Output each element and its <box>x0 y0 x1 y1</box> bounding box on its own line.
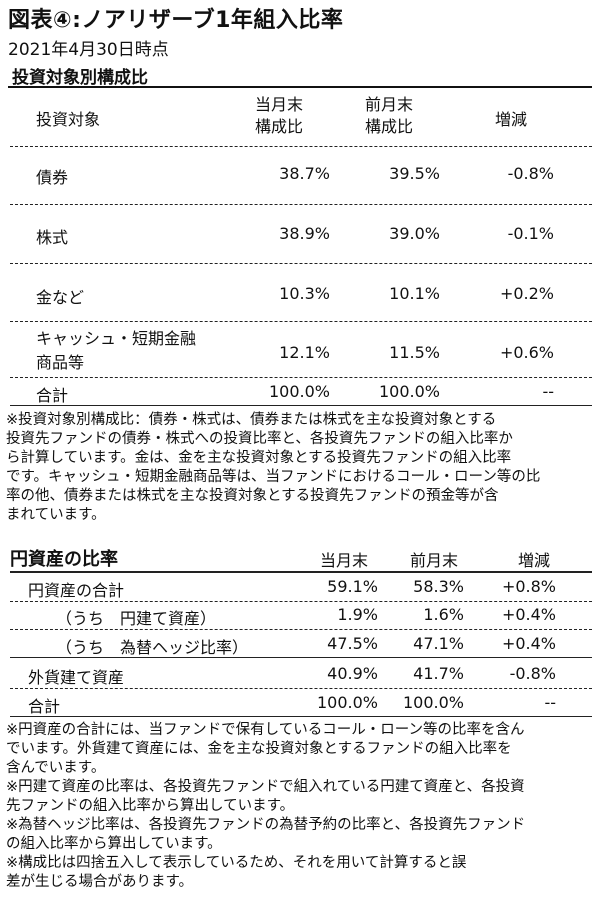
row-previous: 100.0% <box>402 693 464 712</box>
table1-section-title: 投資対象別構成比 <box>12 68 148 88</box>
row-current: 40.9% <box>327 664 378 683</box>
row-current: 1.9% <box>337 605 378 624</box>
row-previous: 1.6% <box>423 605 464 624</box>
divider <box>10 146 592 147</box>
row-change: -0.1% <box>507 224 554 243</box>
divider <box>10 688 592 689</box>
header-current-month: 当月末 <box>320 551 369 570</box>
table1-note: ※投資対象別構成比：債券・株式は、債券または株式を主な投資対象とする 投資先ファ… <box>6 412 541 523</box>
row-previous: 39.5% <box>389 164 440 183</box>
table2-section-title: 円資産の比率 <box>10 549 118 570</box>
divider <box>10 321 592 322</box>
row-previous: 58.3% <box>413 577 464 596</box>
row-change: -0.8% <box>507 164 554 183</box>
row-change: +0.2% <box>499 284 554 303</box>
row-change: +0.8% <box>501 577 556 596</box>
row-previous: 47.1% <box>413 634 464 653</box>
header-investment-target: 投資対象 <box>36 110 101 129</box>
row-current: 38.9% <box>279 224 330 243</box>
row-previous: 100.0% <box>378 382 440 401</box>
row-current: 100.0% <box>268 382 330 401</box>
row-current: 38.7% <box>279 164 330 183</box>
row-change: +0.4% <box>501 634 556 653</box>
divider <box>10 263 592 264</box>
divider <box>10 571 592 573</box>
row-label: 外貨建て資産 <box>28 668 125 687</box>
row-previous: 41.7% <box>413 664 464 683</box>
row-label: 合計 <box>28 697 61 716</box>
row-label: 円資産の合計 <box>28 581 125 600</box>
divider <box>10 405 592 406</box>
row-change: +0.6% <box>499 343 554 362</box>
as-of-date: 2021年4月30日時点 <box>8 40 169 60</box>
row-label: 金など <box>36 288 85 307</box>
row-current: 10.3% <box>279 284 330 303</box>
row-previous: 11.5% <box>389 343 440 362</box>
row-label: （うち 円建て資産） <box>56 609 217 628</box>
row-change: +0.4% <box>501 605 556 624</box>
header-change: 増減 <box>518 551 551 570</box>
divider <box>10 377 592 378</box>
header-previous-month: 前月末 <box>410 551 459 570</box>
divider <box>10 657 592 658</box>
row-label: キャッシュ・短期金融 商品等 <box>36 329 197 372</box>
row-change: -- <box>542 382 554 401</box>
row-current: 59.1% <box>327 577 378 596</box>
divider <box>10 716 592 717</box>
header-current-month: 当月末 構成比 <box>255 95 304 136</box>
row-current: 100.0% <box>316 693 378 712</box>
row-current: 47.5% <box>327 634 378 653</box>
row-change: -- <box>544 693 556 712</box>
row-current: 12.1% <box>279 343 330 362</box>
row-previous: 39.0% <box>389 224 440 243</box>
divider <box>10 601 592 602</box>
header-change: 増減 <box>495 110 528 129</box>
divider <box>10 204 592 205</box>
divider <box>10 629 592 630</box>
row-label: 株式 <box>36 228 69 247</box>
row-previous: 10.1% <box>389 284 440 303</box>
page-title: 図表④:ノアリザーブ1年組入比率 <box>8 8 344 33</box>
row-label: （うち 為替ヘッジ比率） <box>56 638 249 657</box>
row-change: -0.8% <box>509 664 556 683</box>
table1-header-row: 投資対象 当月末 構成比 前月末 構成比 増減 <box>8 94 592 144</box>
table1-top-border <box>8 86 592 408</box>
header-previous-month: 前月末 構成比 <box>365 95 414 136</box>
row-label: 債券 <box>36 168 69 187</box>
table2-notes: ※円資産の合計には、当ファンドで保有しているコール・ローン等の比率を含ん でいま… <box>6 722 526 890</box>
row-label: 合計 <box>36 386 69 405</box>
